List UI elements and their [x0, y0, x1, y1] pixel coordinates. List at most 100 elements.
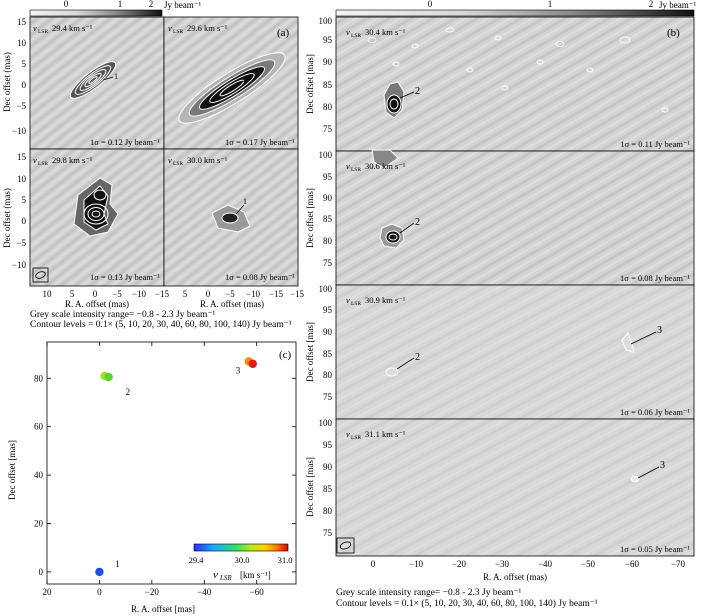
maser-spot-feature-2	[104, 372, 113, 382]
svg-text:−5: −5	[16, 101, 26, 111]
svg-text:0: 0	[22, 216, 27, 226]
svg-text:LSR: LSR	[351, 435, 361, 441]
svg-text:−10: −10	[409, 559, 424, 569]
svg-text:80: 80	[323, 370, 333, 380]
panel-b-ylabel-2: Dec offset [mas]	[305, 188, 315, 248]
svg-text:10: 10	[43, 289, 53, 299]
svg-text:75: 75	[323, 528, 333, 538]
panel-c-x-tick-label: −60	[250, 587, 265, 597]
panel-b-x-ticks: 0 −10 −20 −30 −40 −50 −60 −70	[371, 559, 686, 569]
panel-c-y-tick-label: 0	[39, 567, 44, 577]
panel-c-x-tick-label: 20	[43, 587, 53, 597]
panel-c-feature-label: 1	[115, 559, 120, 569]
svg-text:−5: −5	[225, 289, 235, 299]
svg-text:10: 10	[17, 174, 27, 184]
panel-c-y-tick-label: 80	[34, 373, 44, 383]
svg-text:5: 5	[183, 289, 188, 299]
panel-a2-vlsr-symbol: v	[168, 23, 172, 33]
panel-b-y-ticks: 100 95 90 85 80 75 100 95 90 85 80 75 10…	[319, 16, 333, 538]
panel-b2-feature-2: 2	[415, 217, 420, 228]
svg-text:−5: −5	[16, 238, 26, 248]
svg-text:85: 85	[323, 214, 333, 224]
panel-b2-velocity: 30.6 km s⁻¹	[365, 161, 406, 171]
panel-b-ylabel-3: Dec offset [mas]	[305, 322, 315, 382]
panel-b3-velocity: 30.9 km s⁻¹	[365, 295, 406, 305]
panel-a3-vlsr-symbol: v	[33, 155, 37, 165]
panel-a1-sigma: 1σ = 0.12 Jy beam⁻¹	[90, 137, 160, 147]
beam-box	[32, 267, 49, 283]
panel-c-xlabel: R. A. offset [mas]	[131, 604, 195, 614]
svg-text:15: 15	[17, 152, 27, 162]
panel-b1-velocity: 30.4 km s⁻¹	[365, 27, 406, 37]
svg-text:95: 95	[323, 305, 333, 315]
svg-text:75: 75	[323, 392, 333, 402]
svg-text:v: v	[346, 27, 350, 37]
panel-c-velocity-colorbar: 29.4 30.0 31.0 v LSR [km s⁻¹]	[189, 543, 293, 582]
panel-c-cbar-unit: [km s⁻¹]	[240, 570, 271, 580]
panel-c-x-tick-label: −20	[145, 587, 160, 597]
panel-a2-feature-label: 1	[248, 73, 252, 82]
svg-text:5: 5	[22, 59, 27, 69]
panel-b-subpanel-1: 2 v LSR 30.4 km s⁻¹ (b) 1σ = 0.11 Jy bea…	[335, 16, 695, 152]
panel-a-cbar-tick-2: 2	[149, 0, 154, 9]
panel-a1-feature-label: 1	[114, 72, 118, 81]
svg-text:5: 5	[22, 195, 27, 205]
panel-a-caption-line2: Contour levels = 0.1× (5, 10, 20, 30, 40…	[30, 320, 292, 330]
svg-text:80: 80	[323, 506, 333, 516]
panel-c-cbar-max: 31.0	[278, 555, 293, 565]
svg-text:v: v	[346, 429, 350, 439]
svg-text:−60: −60	[625, 559, 640, 569]
panel-c-feature-label: 3	[236, 365, 241, 375]
panel-a4-sigma: 1σ = 0.08 Jy beam⁻¹	[225, 272, 295, 282]
panel-a-cbar-tick-1: 1	[118, 0, 123, 9]
panel-b-ylabel-4: Dec offset [mas]	[305, 457, 315, 517]
panel-b3-feature-3: 3	[657, 325, 662, 336]
svg-text:90: 90	[323, 193, 333, 203]
svg-text:100: 100	[319, 16, 333, 26]
svg-text:80: 80	[323, 102, 333, 112]
svg-text:75: 75	[323, 258, 333, 268]
panel-b-subpanel-2: 2 v LSR 30.6 km s⁻¹ 1σ = 0.08 Jy beam⁻¹	[335, 149, 695, 286]
svg-text:−50: −50	[581, 559, 596, 569]
panel-a3-vlsr-sub: LSR	[38, 161, 48, 167]
panel-c-label: (c)	[279, 349, 292, 361]
svg-text:100: 100	[319, 284, 333, 294]
svg-text:v: v	[346, 295, 350, 305]
panel-a-colorbar: 0 1 2 Jy beam⁻¹	[29, 0, 201, 17]
panel-a4-feature-label: 1	[243, 197, 247, 206]
svg-text:90: 90	[323, 327, 333, 337]
svg-text:−70: −70	[671, 559, 686, 569]
svg-text:85: 85	[323, 80, 333, 90]
panel-a-cbar-tick-0: 0	[64, 0, 69, 9]
svg-text:0: 0	[206, 289, 211, 299]
panel-c-cbar-min: 29.4	[189, 555, 205, 565]
maser-spot-feature-3	[248, 359, 257, 368]
panel-b4-velocity: 31.1 km s⁻¹	[365, 429, 406, 439]
panel-a1-vlsr-sub: LSR	[38, 29, 48, 35]
svg-text:90: 90	[323, 462, 333, 472]
svg-text:10: 10	[17, 38, 27, 48]
svg-text:100: 100	[319, 418, 333, 428]
panel-a-ylabel-top: Dec offset (mas)	[2, 52, 12, 112]
svg-text:LSR: LSR	[351, 33, 361, 39]
svg-text:LSR: LSR	[351, 301, 361, 307]
panel-a-subpanel-3: v LSR 29.8 km s⁻¹ 1σ = 0.13 Jy beam⁻¹	[29, 148, 165, 287]
panel-a2-vlsr-sub: LSR	[173, 29, 183, 35]
svg-text:−10: −10	[132, 289, 147, 299]
svg-text:LSR: LSR	[351, 167, 361, 173]
panel-a4-vlsr-sub: LSR	[173, 161, 183, 167]
panel-b-label: (b)	[667, 27, 680, 39]
svg-text:0: 0	[428, 0, 433, 9]
panel-a-xlabel-right: R. A. offset (mas)	[200, 299, 264, 309]
panel-b1-feature-2: 2	[415, 86, 420, 97]
svg-text:−10: −10	[246, 289, 261, 299]
svg-text:−30: −30	[495, 559, 510, 569]
panel-a4-velocity: 30.0 km s⁻¹	[187, 155, 228, 165]
panel-a-cbar-unit: Jy beam⁻¹	[164, 0, 201, 10]
svg-text:−5: −5	[112, 289, 122, 299]
panel-a-subpanel-4: 1 v LSR 30.0 km s⁻¹ 1σ = 0.08 Jy beam⁻¹	[163, 148, 299, 287]
svg-text:95: 95	[323, 440, 333, 450]
panel-a-xlabel-left: R. A. offset (mas)	[65, 299, 129, 309]
panel-c-y-tick-label: 60	[34, 422, 44, 432]
svg-text:2: 2	[649, 0, 654, 9]
